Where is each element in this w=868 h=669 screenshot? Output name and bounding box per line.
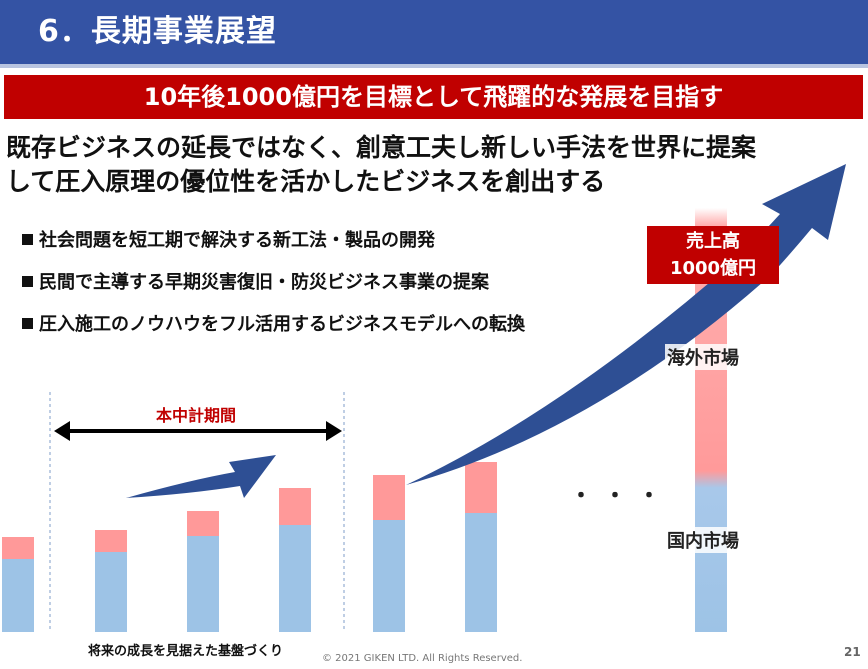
domestic-market-label: 国内市場 [665,527,741,553]
foundation-label: 将来の成長を見据えた基盤づくり [88,644,284,659]
lead-line-1: 既存ビジネスの延長ではなく、創意工夫し新しい手法を世界に提案 [6,133,757,162]
bar-overseas-2 [95,530,127,552]
bullet-list: 社会問題を短工期で解決する新工法・製品の開発 民間で主導する早期災害復旧・防災ビ… [22,228,525,354]
bullet-text: 民間で主導する早期災害復旧・防災ビジネス事業の提案 [39,272,489,293]
bar-overseas-3 [187,511,219,536]
square-bullet-icon [22,234,33,245]
bullet-item: 圧入施工のノウハウをフル活用するビジネスモデルへの転換 [22,312,525,354]
period-arrow-left-head [54,421,70,441]
square-bullet-icon [22,276,33,287]
sales-label: 売上高 [686,231,740,252]
lead-line-2: して圧入原理の優位性を活かしたビジネスを創出する [6,167,606,196]
page-title: 6．長期事業展望 [38,14,277,49]
bar-domestic-6 [465,513,497,632]
bar-domestic-3 [187,536,219,632]
header-divider [0,64,868,68]
sales-target-badge: 売上高 1000億円 [647,226,779,284]
bullet-item: 民間で主導する早期災害復旧・防災ビジネス事業の提案 [22,270,525,312]
growth-arrow-small [126,455,276,498]
term-label: 本中計期間 [156,406,237,425]
period-arrow-right-head [326,421,342,441]
bar-overseas-4 [279,488,311,525]
bar-overseas-6 [465,462,497,513]
bar-overseas-5 [373,475,405,520]
overseas-market-label: 海外市場 [665,344,741,370]
header-bar: 6．長期事業展望 [0,0,868,64]
goal-banner: 10年後1000億円を目標として飛躍的な発展を目指す [4,75,863,119]
page-number: 21 [844,645,861,659]
bar-domestic-1 [2,559,34,632]
growth-arrow-large [406,164,846,485]
copyright-text: © 2021 GIKEN LTD. All Rights Reserved. [322,653,523,664]
bar-domestic-2 [95,552,127,632]
bullet-item: 社会問題を短工期で解決する新工法・製品の開発 [22,228,525,270]
square-bullet-icon [22,318,33,329]
bar-domestic-5 [373,520,405,632]
bar-overseas-1 [2,537,34,559]
bullet-text: 社会問題を短工期で解決する新工法・製品の開発 [39,230,435,251]
bar-domestic-4 [279,525,311,632]
ellipsis-dots: ・・・ [570,484,673,509]
bullet-text: 圧入施工のノウハウをフル活用するビジネスモデルへの転換 [39,314,525,335]
sales-value: 1000億円 [669,258,757,279]
